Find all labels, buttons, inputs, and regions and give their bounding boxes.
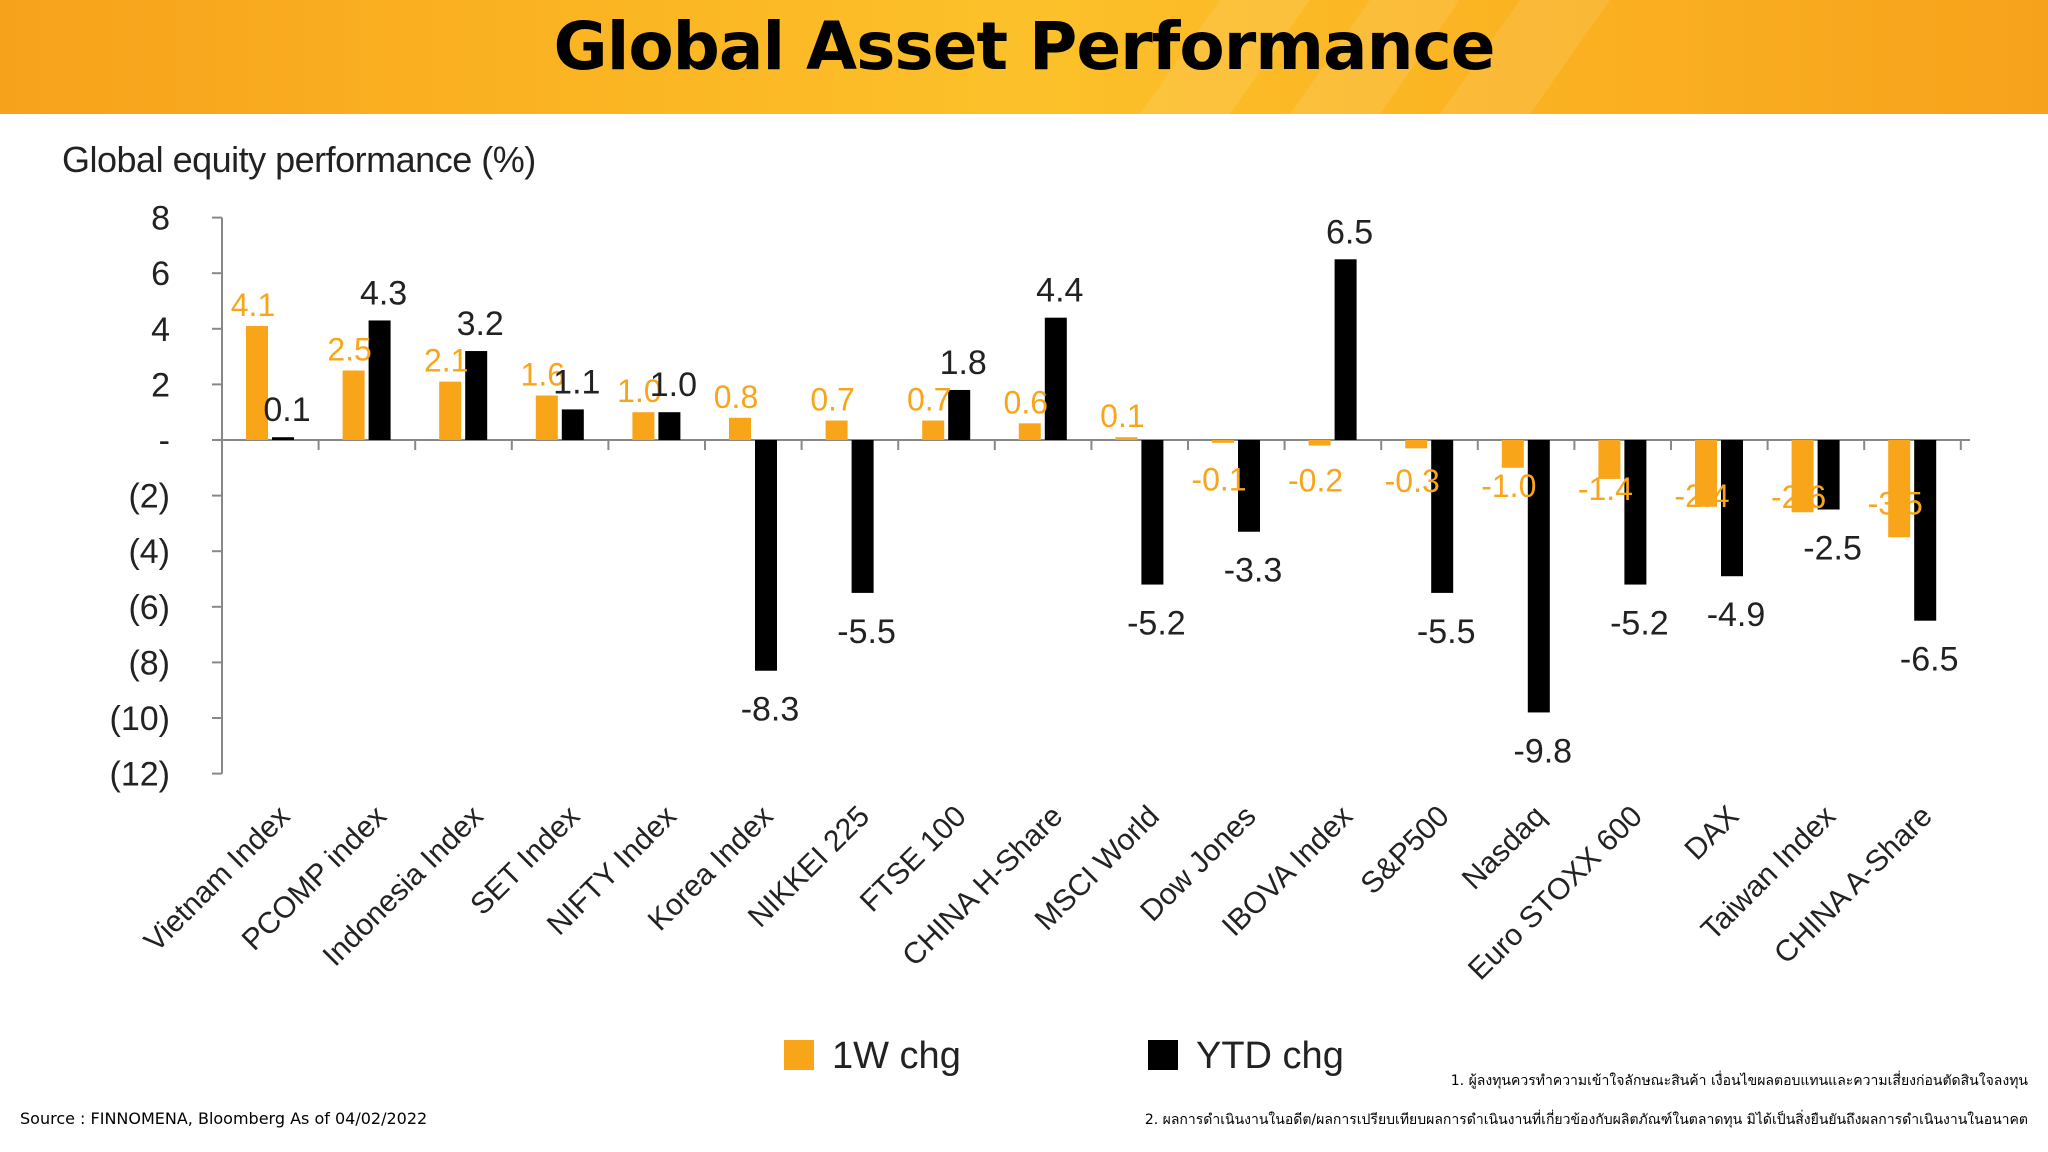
data-label-ytd: -9.8 (1514, 732, 1573, 770)
bar-1w (246, 326, 268, 440)
page-title: Global Asset Performance (553, 8, 1496, 85)
bar-1w (922, 420, 945, 440)
data-label-ytd: -8.3 (741, 691, 800, 729)
bar-ytd (272, 437, 294, 440)
bar-ytd (851, 440, 874, 593)
data-label-1w: -0.1 (1191, 462, 1246, 498)
data-label-1w: 0.7 (810, 382, 854, 418)
y-tick-label: (6) (128, 589, 170, 627)
bar-ytd (658, 412, 681, 440)
category-label: DAX (1679, 800, 1746, 867)
bar-ytd (1527, 440, 1550, 713)
data-label-1w: 4.1 (231, 287, 275, 323)
bar-1w (1501, 440, 1524, 468)
bar-ytd (1334, 259, 1357, 440)
chart-title: Global equity performance (%) (62, 139, 536, 180)
bar-ytd (1817, 440, 1840, 510)
bar-ytd (1914, 440, 1937, 621)
bar-1w (439, 381, 462, 440)
bar-ytd (1624, 440, 1647, 585)
bar-ytd (1044, 317, 1067, 440)
data-label-ytd: 1.0 (650, 366, 697, 404)
data-label-ytd: 4.3 (360, 274, 407, 312)
category-label: Euro STOXX 600 (1462, 800, 1649, 987)
legend-swatch-ytd (1148, 1040, 1178, 1070)
data-label-ytd: 1.8 (940, 344, 987, 382)
bar-1w (342, 370, 365, 440)
bar-1w (1308, 440, 1331, 446)
bar-ytd (1141, 440, 1164, 585)
bar-1w (825, 420, 848, 440)
bar-ytd (465, 351, 488, 440)
bar-1w (535, 395, 558, 440)
category-label: Nasdaq (1456, 800, 1552, 896)
bar-1w (632, 412, 655, 440)
legend-label-1w: 1W chg (832, 1035, 961, 1077)
y-tick-label: (8) (128, 644, 170, 682)
data-label-ytd: 6.5 (1326, 213, 1373, 251)
data-label-1w: -2.4 (1674, 478, 1729, 514)
data-label-ytd: 1.1 (553, 363, 600, 401)
y-tick-label: (10) (110, 700, 170, 738)
bar-ytd (368, 320, 391, 440)
y-tick-label: - (159, 422, 170, 460)
bar-1w (1115, 437, 1138, 440)
data-label-1w: 0.7 (907, 382, 951, 418)
header-banner: Global Asset Performance (0, 0, 2048, 114)
bar-1w (1405, 440, 1428, 449)
data-label-1w: 2.1 (424, 343, 468, 379)
data-label-1w: 0.1 (1100, 398, 1144, 434)
bar-1w (1018, 423, 1041, 440)
data-label-ytd: -6.5 (1900, 641, 1959, 679)
data-label-1w: -2.6 (1771, 479, 1826, 515)
bar-1w (1212, 440, 1234, 443)
data-label-ytd: -5.2 (1610, 605, 1669, 643)
y-tick-label: 8 (151, 200, 170, 238)
data-label-ytd: -2.5 (1803, 530, 1862, 568)
data-label-ytd: -5.2 (1127, 605, 1186, 643)
data-label-1w: 1.6 (521, 357, 565, 393)
category-label: S&P500 (1355, 800, 1456, 901)
data-label-1w: 2.5 (327, 332, 371, 368)
source-note: Source : FINNOMENA, Bloomberg As of 04/0… (20, 1109, 428, 1128)
y-tick-label: 6 (151, 255, 170, 293)
data-label-1w: -1.0 (1481, 468, 1536, 504)
data-label-1w: -0.2 (1288, 462, 1343, 498)
data-label-ytd: -3.3 (1224, 552, 1283, 590)
data-label-1w: 0.6 (1004, 384, 1048, 420)
data-label-ytd: -4.9 (1707, 596, 1766, 634)
y-tick-label: (4) (128, 533, 170, 571)
bar-1w (1888, 440, 1911, 538)
disclaimer-2: 2. ผลการดำเนินงานในอดีต/ผลการเปรียบเทียบ… (1144, 1112, 2028, 1128)
bar-ytd (1431, 440, 1454, 593)
y-tick-label: 2 (151, 366, 170, 404)
data-label-ytd: 3.2 (457, 305, 504, 343)
y-tick-label: (12) (110, 756, 170, 794)
bar-1w (1791, 440, 1814, 513)
bar-1w (1598, 440, 1621, 479)
y-tick-label: (2) (128, 478, 170, 516)
data-label-1w: 1.0 (617, 373, 661, 409)
data-label-1w: -3.5 (1868, 486, 1923, 522)
y-tick-label: 4 (151, 311, 170, 349)
data-label-ytd: -5.5 (837, 613, 896, 651)
bar-1w (729, 417, 751, 440)
data-label-ytd: 4.4 (1036, 272, 1083, 310)
data-label-ytd: 0.1 (263, 391, 310, 429)
bar-ytd (561, 409, 584, 440)
data-label-1w: 0.8 (714, 379, 758, 415)
bar-ytd (1721, 440, 1743, 577)
legend-swatch-1w (784, 1040, 814, 1070)
data-label-1w: -1.4 (1578, 471, 1633, 507)
bar-ytd (948, 389, 971, 440)
bar-1w (1695, 440, 1717, 507)
bar-ytd (755, 440, 777, 671)
disclaimer-1: 1. ผู้ลงทุนควรทำความเข้าใจลักษณะสินค้า เ… (1450, 1073, 2028, 1089)
data-label-1w: -0.3 (1385, 463, 1440, 499)
data-label-ytd: -5.5 (1417, 613, 1476, 651)
legend-label-ytd: YTD chg (1196, 1035, 1344, 1077)
bar-ytd (1238, 440, 1260, 532)
